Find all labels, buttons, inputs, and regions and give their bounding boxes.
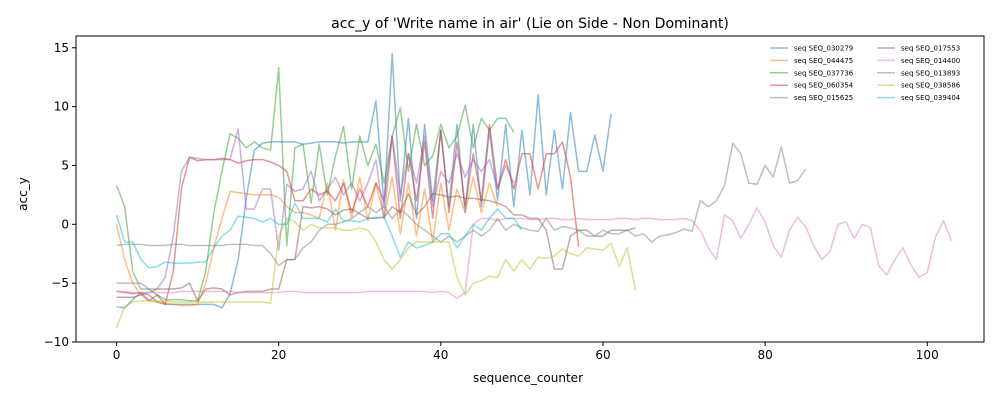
y-tick-label: 10 bbox=[54, 100, 69, 114]
axes-frame bbox=[75, 35, 985, 343]
legend-label: seq SEQ_044475 bbox=[794, 57, 853, 65]
legend-label: seq SEQ_038586 bbox=[901, 82, 961, 90]
x-tick-label: 0 bbox=[113, 348, 121, 362]
series-line-seq-seq_037736 bbox=[115, 67, 515, 302]
series-line-seq-seq_060354 bbox=[116, 123, 580, 306]
legend-label: seq SEQ_037736 bbox=[794, 69, 854, 77]
y-tick-label: −5 bbox=[51, 276, 69, 290]
plot-area: 0 20 40 60 80 100 −10 −5 0 5 10 15 bbox=[44, 35, 985, 362]
series-line-seq-seq_039404 bbox=[115, 202, 523, 269]
legend-label: seq SEQ_030279 bbox=[794, 45, 853, 53]
y-tick-label: 5 bbox=[61, 158, 69, 172]
x-tick-label: 80 bbox=[757, 348, 772, 362]
chart-title: acc_y of 'Write name in air' (Lie on Sid… bbox=[331, 16, 729, 32]
x-axis-label: sequence_counter bbox=[473, 371, 583, 385]
x-tick-label: 40 bbox=[433, 348, 448, 362]
series-line-seq-seq_030279 bbox=[116, 52, 612, 309]
x-tick-label: 100 bbox=[916, 348, 939, 362]
series-line-seq-seq_015625 bbox=[116, 128, 515, 290]
legend-label: seq SEQ_017553 bbox=[901, 45, 960, 53]
legend-label: seq SEQ_039404 bbox=[901, 94, 961, 102]
y-tick-label: −10 bbox=[44, 335, 69, 349]
y-tick-label: 15 bbox=[54, 41, 69, 55]
y-axis-label: acc_y bbox=[16, 177, 30, 211]
y-tick-label: 0 bbox=[61, 217, 69, 231]
legend-label: seq SEQ_015625 bbox=[794, 94, 853, 102]
series-line-seq-seq_014400 bbox=[116, 207, 953, 300]
series-line-seq-seq_044475 bbox=[115, 176, 499, 307]
x-tick-label: 20 bbox=[271, 348, 286, 362]
series-line-seq-seq_038586 bbox=[115, 217, 637, 329]
legend-label: seq SEQ_013893 bbox=[901, 69, 960, 77]
x-tick-label: 60 bbox=[595, 348, 610, 362]
series-line-seq-seq_013893 bbox=[116, 142, 807, 267]
legend-label: seq SEQ_014400 bbox=[901, 57, 960, 65]
legend-label: seq SEQ_060354 bbox=[794, 82, 854, 90]
series-line-seq-seq_017553 bbox=[116, 192, 636, 302]
